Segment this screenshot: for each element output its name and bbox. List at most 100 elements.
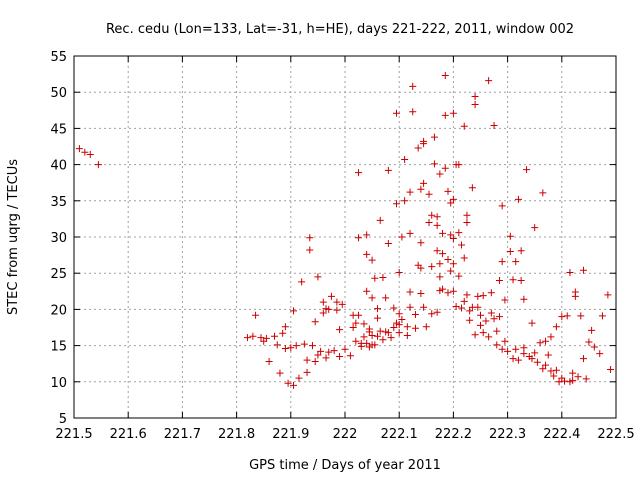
data-point bbox=[422, 323, 430, 331]
data-point bbox=[523, 166, 531, 174]
data-point bbox=[582, 375, 590, 383]
data-point bbox=[360, 333, 368, 341]
data-point bbox=[607, 365, 615, 373]
data-point bbox=[452, 303, 460, 311]
data-points bbox=[75, 72, 615, 389]
data-point bbox=[574, 373, 582, 381]
data-point bbox=[485, 333, 493, 341]
y-tick-label: 50 bbox=[50, 86, 67, 101]
data-point bbox=[487, 289, 495, 297]
data-point bbox=[300, 340, 308, 348]
data-point bbox=[439, 285, 447, 293]
data-point bbox=[379, 336, 387, 344]
data-point bbox=[561, 377, 569, 385]
data-point bbox=[455, 229, 463, 237]
data-point bbox=[384, 240, 392, 248]
data-point bbox=[303, 368, 311, 376]
data-point bbox=[536, 339, 544, 347]
data-point bbox=[417, 185, 425, 193]
data-point bbox=[317, 347, 325, 355]
data-point bbox=[409, 82, 417, 90]
data-point bbox=[531, 224, 539, 232]
data-point bbox=[417, 289, 425, 297]
data-point bbox=[336, 326, 344, 334]
data-point bbox=[552, 366, 560, 374]
data-point bbox=[471, 101, 479, 109]
y-tick-label: 45 bbox=[50, 122, 67, 137]
data-point bbox=[514, 356, 522, 364]
data-point bbox=[382, 294, 390, 302]
data-point bbox=[406, 229, 414, 237]
data-point bbox=[352, 337, 360, 345]
data-point bbox=[336, 352, 344, 360]
data-point bbox=[598, 312, 606, 320]
data-point bbox=[406, 288, 414, 296]
data-point bbox=[542, 361, 550, 369]
x-tick-label: 221.9 bbox=[272, 427, 309, 442]
data-point bbox=[509, 276, 517, 284]
data-point bbox=[392, 200, 400, 208]
data-point bbox=[395, 329, 403, 337]
data-point bbox=[360, 320, 368, 328]
data-point bbox=[506, 247, 514, 255]
data-point bbox=[463, 211, 471, 219]
data-point bbox=[563, 312, 571, 320]
data-point bbox=[374, 332, 382, 340]
data-point bbox=[547, 367, 555, 375]
data-point bbox=[433, 308, 441, 316]
data-point bbox=[477, 321, 484, 329]
data-point bbox=[569, 376, 577, 384]
data-point bbox=[458, 241, 466, 249]
data-point bbox=[439, 229, 447, 237]
data-point bbox=[94, 161, 102, 169]
data-point bbox=[539, 365, 547, 373]
data-point bbox=[86, 150, 94, 158]
data-point bbox=[325, 348, 333, 356]
data-point bbox=[455, 161, 463, 169]
y-tick-label: 55 bbox=[50, 50, 67, 65]
data-point bbox=[368, 294, 376, 302]
y-axis-label: STEC from uqrg / TECUs bbox=[6, 159, 21, 315]
data-point bbox=[579, 266, 587, 274]
data-point bbox=[447, 231, 455, 239]
data-point bbox=[308, 342, 316, 350]
data-point bbox=[414, 144, 422, 152]
data-point bbox=[444, 187, 452, 195]
data-point bbox=[585, 338, 593, 346]
y-tick-label: 25 bbox=[50, 267, 67, 282]
data-point bbox=[368, 331, 376, 339]
x-tick-label: 221.5 bbox=[55, 427, 92, 442]
data-point bbox=[387, 334, 395, 342]
data-point bbox=[466, 307, 474, 315]
data-point bbox=[276, 369, 284, 377]
data-point bbox=[374, 314, 382, 322]
y-tick-label: 15 bbox=[50, 340, 67, 355]
data-point bbox=[512, 258, 520, 266]
data-point bbox=[273, 341, 281, 349]
data-point bbox=[495, 276, 503, 284]
data-point bbox=[355, 169, 363, 177]
x-tick-label: 221.6 bbox=[110, 427, 147, 442]
grid-lines bbox=[74, 56, 616, 418]
data-point bbox=[355, 234, 363, 242]
x-tick-label: 222.3 bbox=[489, 427, 526, 442]
data-point bbox=[569, 369, 577, 377]
data-point bbox=[460, 122, 468, 130]
data-point bbox=[571, 288, 579, 296]
data-point bbox=[520, 344, 528, 352]
data-point bbox=[588, 326, 596, 334]
x-tick-labels: 221.5 221.6 221.7 221.8 221.9 222 222.1 222.2 22… bbox=[55, 427, 634, 442]
data-point bbox=[547, 333, 555, 341]
data-point bbox=[458, 304, 466, 312]
data-point bbox=[555, 378, 563, 386]
data-point bbox=[376, 327, 384, 335]
data-point bbox=[604, 291, 612, 299]
data-point bbox=[501, 296, 509, 304]
data-point bbox=[403, 331, 411, 339]
data-point bbox=[355, 311, 363, 319]
x-tick-label: 222.4 bbox=[543, 427, 580, 442]
data-point bbox=[539, 189, 547, 197]
data-point bbox=[498, 345, 506, 353]
data-point bbox=[252, 311, 260, 319]
data-point bbox=[474, 303, 482, 311]
